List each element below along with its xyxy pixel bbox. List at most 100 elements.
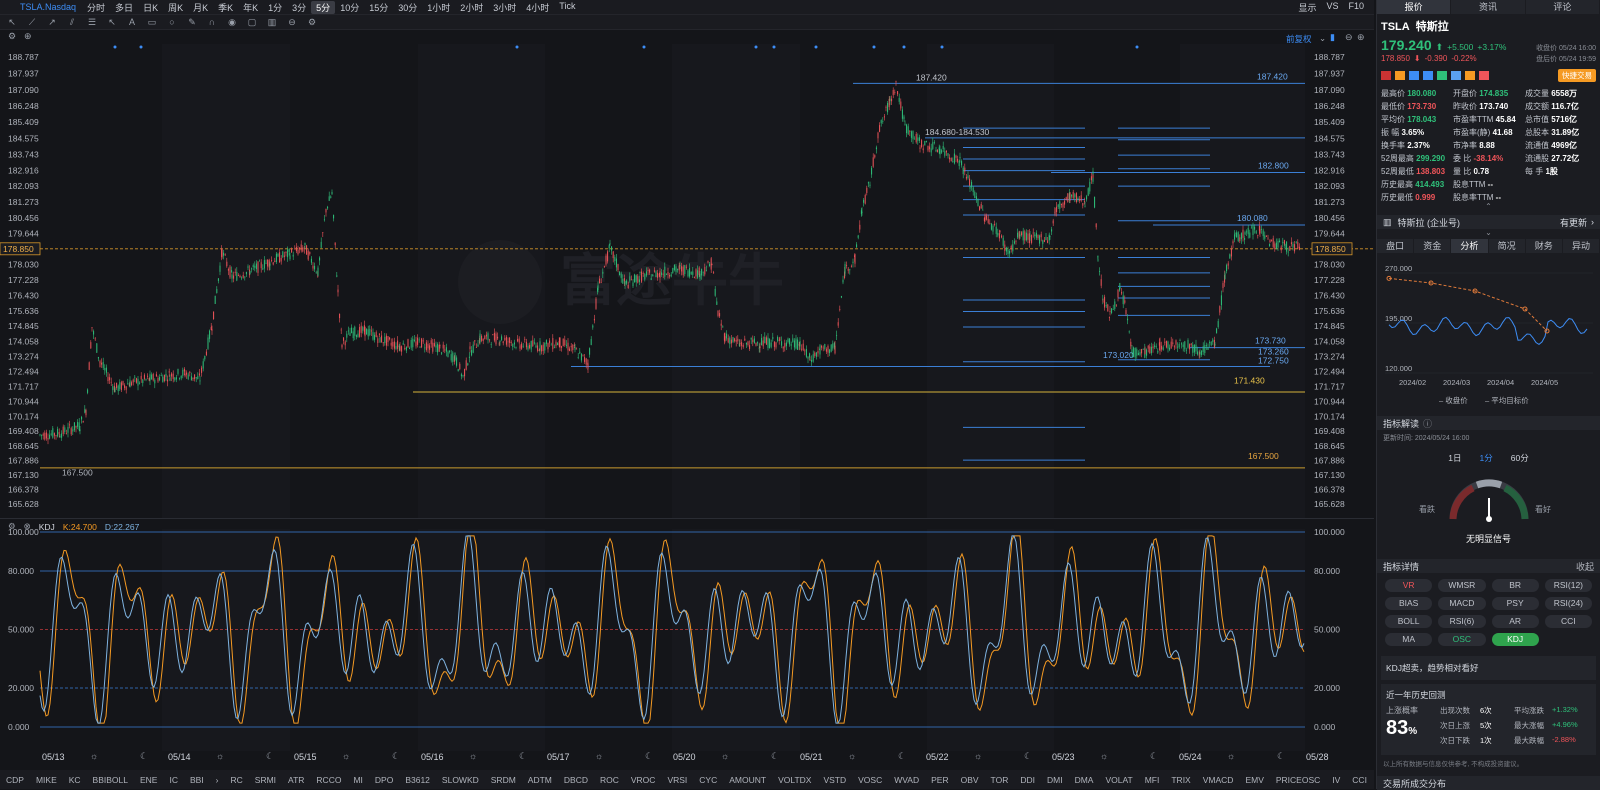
- hide-icon[interactable]: ⊖: [288, 16, 296, 27]
- adjust-mode[interactable]: 前复权: [1286, 34, 1312, 44]
- indicator-tab-21[interactable]: CYC: [699, 774, 718, 785]
- timeframe-13[interactable]: 1小时: [427, 2, 451, 13]
- lock-icon[interactable]: ▢: [247, 16, 257, 27]
- fib-tool-icon[interactable]: ☰: [87, 16, 97, 27]
- timeframe-0[interactable]: 分时: [87, 2, 106, 13]
- indicator-tab-19[interactable]: VROC: [630, 774, 656, 785]
- timeframe-4[interactable]: 月K: [193, 2, 209, 13]
- timeframe-6[interactable]: 年K: [243, 2, 259, 13]
- indicator-btn-br[interactable]: BR: [1491, 579, 1539, 592]
- subtab-1[interactable]: 资金: [1414, 239, 1452, 253]
- indicator-tab-22[interactable]: AMOUNT: [729, 774, 767, 785]
- trash-icon[interactable]: ▥: [267, 16, 277, 27]
- timeframe-14[interactable]: 2小时: [460, 2, 484, 13]
- indicator-tab-27[interactable]: PER: [931, 774, 949, 785]
- indicator-tab-5[interactable]: IC: [169, 774, 178, 785]
- indicator-tab-32[interactable]: DMA: [1074, 774, 1094, 785]
- line-tool-icon[interactable]: ⟋: [28, 16, 36, 27]
- indicator-tab-7[interactable]: RC: [230, 774, 243, 785]
- indicator-btn-bias[interactable]: BIAS: [1385, 597, 1433, 610]
- indicator-tab-6[interactable]: BBI: [189, 774, 204, 785]
- timeframe-3[interactable]: 周K: [168, 2, 184, 13]
- indicator-tab-16[interactable]: ADTM: [527, 774, 552, 785]
- indicator-tab-18[interactable]: ROC: [599, 774, 619, 785]
- period-1d[interactable]: 1日: [1448, 453, 1462, 463]
- indicator-tab-30[interactable]: DDI: [1020, 774, 1035, 785]
- ray-tool-icon[interactable]: ↗: [48, 16, 56, 27]
- chart-add-icon[interactable]: ⊕: [24, 31, 32, 41]
- timeframe-8[interactable]: 3分: [292, 2, 307, 13]
- zoom-out-icon[interactable]: ⊖: [1345, 32, 1353, 42]
- indicator-tab-41[interactable]: MTM: [1373, 775, 1374, 785]
- company-bar[interactable]: ▥ 特斯拉 (企业号) 有更新 ›: [1377, 215, 1600, 229]
- indicator-tab-25[interactable]: VOSC: [858, 774, 883, 785]
- indicator-tab-38[interactable]: PRICEOSC: [1275, 774, 1321, 785]
- indicator-btn-ar[interactable]: AR: [1491, 615, 1539, 628]
- settings-icon[interactable]: ⚙: [8, 521, 16, 531]
- timeframe-15[interactable]: 3小时: [493, 2, 517, 13]
- indicator-tab-20[interactable]: VRSI: [667, 774, 688, 785]
- indicator-tab-1[interactable]: MIKE: [35, 774, 57, 785]
- indicator-tab-3[interactable]: BBIBOLL: [92, 774, 128, 785]
- indicator-tab-31[interactable]: DMI: [1046, 774, 1063, 785]
- timeframe-12[interactable]: 30分: [398, 2, 418, 13]
- indicator-name[interactable]: KDJ: [38, 521, 55, 532]
- indicator-tab-39[interactable]: IV: [1332, 774, 1341, 785]
- timeframe-16[interactable]: 4小时: [526, 2, 550, 13]
- indicator-tab-29[interactable]: TOR: [990, 774, 1009, 785]
- indicator-tab-23[interactable]: VOLTDX: [778, 774, 812, 785]
- indicator-btn-psy[interactable]: PSY: [1491, 597, 1539, 610]
- timeframe-1[interactable]: 多日: [115, 2, 134, 13]
- indicator-btn-rsi-6[interactable]: RSI(6): [1438, 615, 1486, 628]
- indicator-btn-wmsr[interactable]: WMSR: [1438, 579, 1486, 592]
- indicator-tab-40[interactable]: CCI: [1352, 774, 1367, 785]
- indicator-tab-26[interactable]: WVAD: [894, 774, 920, 785]
- indicator-tab-35[interactable]: TRIX: [1171, 774, 1191, 785]
- chevron-down-icon[interactable]: ⌄: [1319, 33, 1327, 43]
- indicator-tab-33[interactable]: VOLAT: [1105, 774, 1133, 785]
- indicator-tab-4[interactable]: ENE: [139, 774, 158, 785]
- indicator-tab-0[interactable]: CDP: [6, 774, 24, 785]
- arrow-tool-icon[interactable]: ↖: [108, 16, 116, 27]
- timeframe-11[interactable]: 15分: [369, 2, 389, 13]
- kdj-panel[interactable]: ⚙ ⊗ KDJ K:24.700 D:22.267 100.000 100.000…: [0, 518, 1374, 751]
- indicator-tab-9[interactable]: ATR: [288, 774, 305, 785]
- timeframe-2[interactable]: 日K: [143, 2, 159, 13]
- vs-button[interactable]: VS: [1326, 0, 1339, 11]
- price-chart[interactable]: 188.787 188.787 187.937 187.937 187.090 187.0…: [0, 30, 1374, 518]
- subtab-5[interactable]: 异动: [1562, 239, 1600, 253]
- heart-icon[interactable]: [1479, 71, 1489, 80]
- indicator-tab-12[interactable]: DPO: [374, 774, 394, 785]
- indicator-btn-osc[interactable]: OSC: [1438, 633, 1486, 646]
- magnet-icon[interactable]: ∩: [208, 17, 216, 27]
- close-icon[interactable]: ⊗: [23, 521, 31, 531]
- indicator-tab-36[interactable]: VMACD: [1202, 774, 1234, 785]
- quick-trade-button[interactable]: 快捷交易: [1558, 69, 1596, 82]
- tab-news[interactable]: 资讯: [1451, 0, 1526, 14]
- timeframe-10[interactable]: 10分: [340, 2, 360, 13]
- indicator-tab-8[interactable]: SRMI: [254, 774, 277, 785]
- indicator-btn-ma[interactable]: MA: [1385, 633, 1433, 646]
- symbol-label[interactable]: TSLA.Nasdaq: [20, 2, 77, 12]
- timeframe-9[interactable]: 5分: [311, 0, 336, 14]
- subtab-4[interactable]: 财务: [1525, 239, 1563, 253]
- subtab-0[interactable]: 盘口: [1377, 239, 1415, 253]
- indicator-tab-28[interactable]: OBV: [960, 774, 979, 785]
- timeframe-7[interactable]: 1分: [268, 2, 283, 13]
- chevron-right-icon[interactable]: ›: [215, 774, 219, 785]
- indicator-btn-vr[interactable]: VR: [1385, 579, 1433, 592]
- chart-type-icon[interactable]: ▮: [1330, 32, 1335, 42]
- subtab-3[interactable]: 简况: [1488, 239, 1526, 253]
- help-icon[interactable]: ⓘ: [1423, 418, 1433, 429]
- indicator-btn-boll[interactable]: BOLL: [1385, 615, 1433, 628]
- tab-comments[interactable]: 评论: [1525, 0, 1600, 14]
- indicator-tab-34[interactable]: MFI: [1144, 774, 1160, 785]
- indicator-tab-37[interactable]: EMV: [1245, 774, 1264, 785]
- subtab-2[interactable]: 分析: [1451, 239, 1489, 253]
- period-1m[interactable]: 1分: [1479, 453, 1493, 463]
- indicator-btn-macd[interactable]: MACD: [1438, 597, 1486, 610]
- indicator-tab-2[interactable]: KC: [68, 774, 81, 785]
- indicator-tab-11[interactable]: MI: [353, 774, 363, 785]
- text-tool-icon[interactable]: A: [128, 17, 135, 27]
- tab-quote[interactable]: 报价: [1377, 0, 1452, 14]
